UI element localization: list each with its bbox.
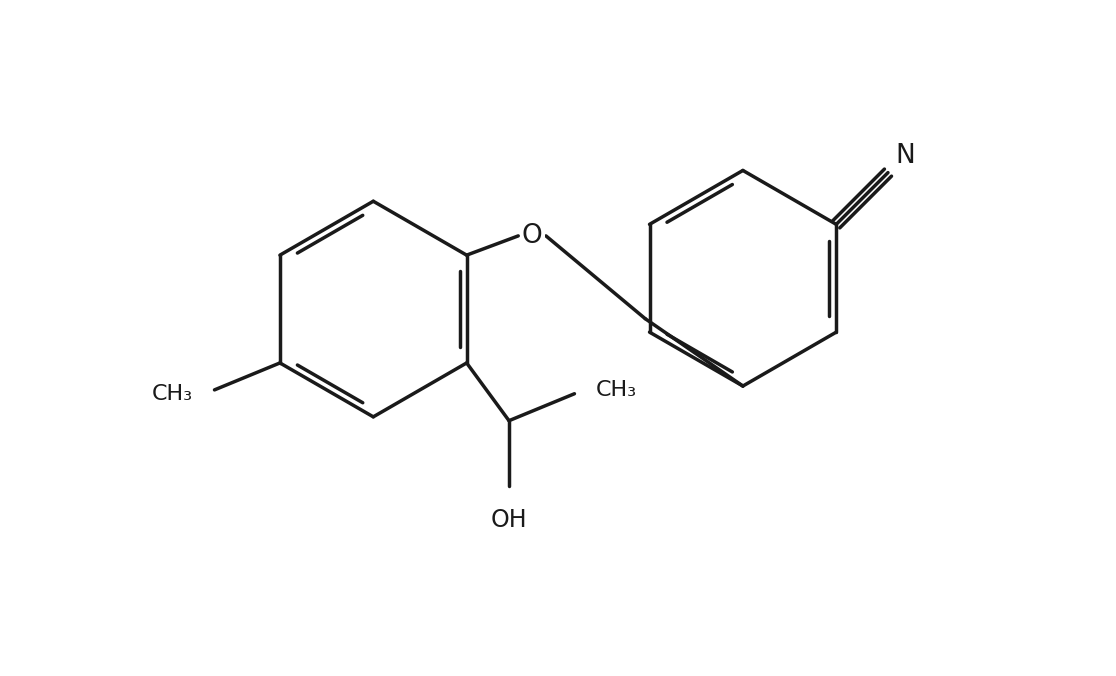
Text: OH: OH [491,508,528,532]
Text: N: N [895,143,915,169]
Text: O: O [521,223,542,249]
Text: CH₃: CH₃ [596,380,637,400]
Text: CH₃: CH₃ [152,384,193,404]
